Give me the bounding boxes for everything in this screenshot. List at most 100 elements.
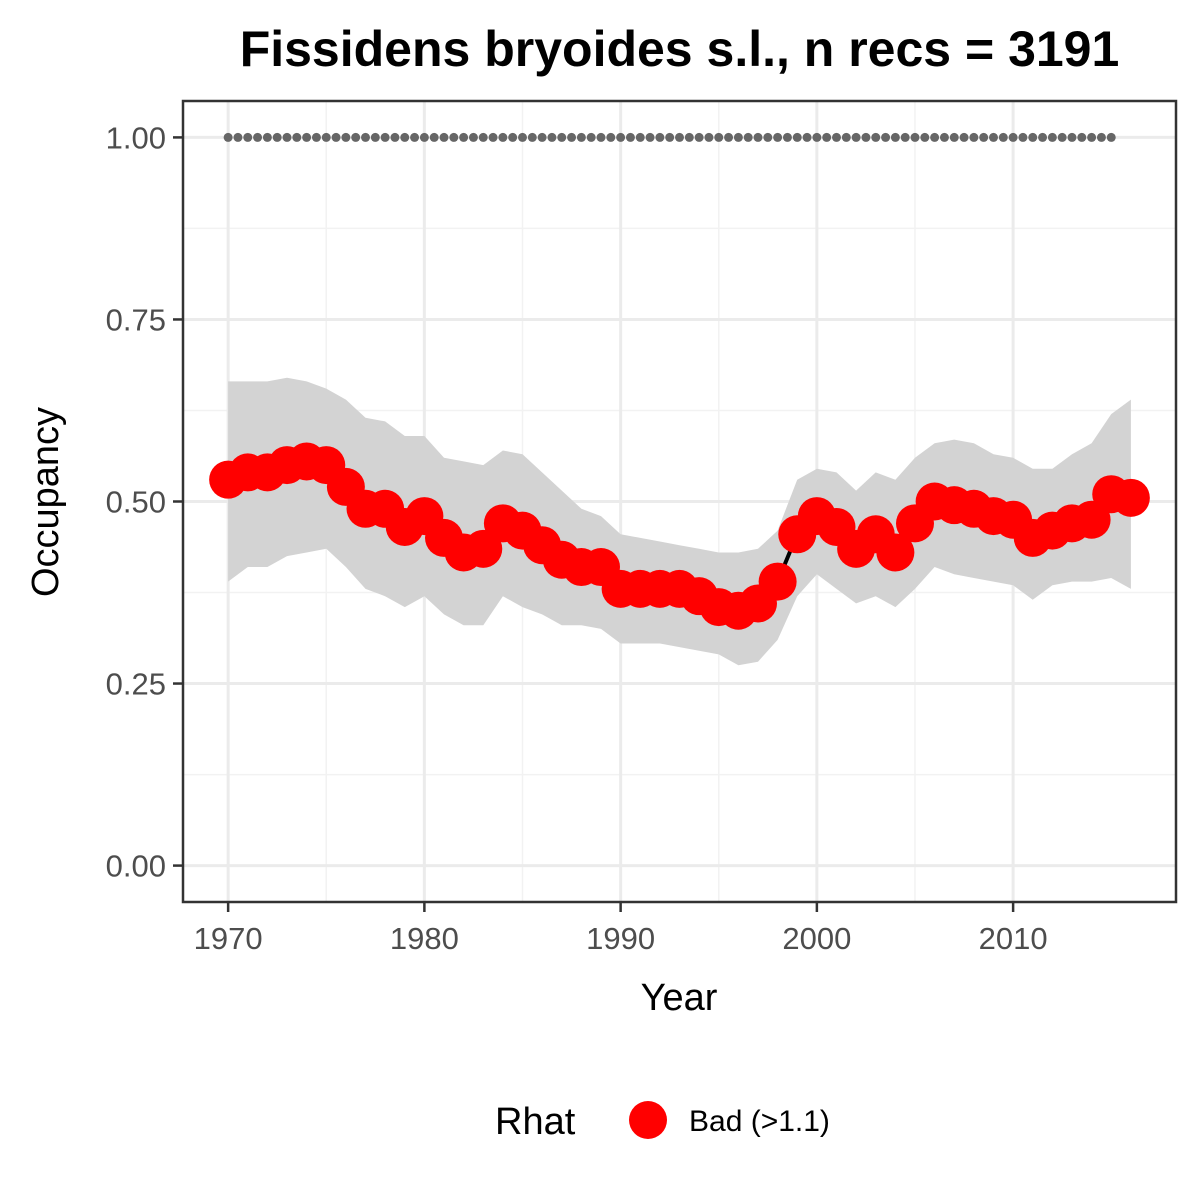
reference-dot xyxy=(1077,132,1087,142)
reference-dot xyxy=(439,132,449,142)
reference-dot xyxy=(1047,132,1057,142)
reference-dot xyxy=(733,132,743,142)
y-tick-label: 0.00 xyxy=(106,849,166,884)
reference-dot xyxy=(792,132,802,142)
reference-dot xyxy=(959,132,969,142)
x-tick-label: 1980 xyxy=(390,921,459,956)
reference-dot xyxy=(351,132,361,142)
legend-swatch-bad xyxy=(629,1101,667,1139)
reference-dot xyxy=(635,132,645,142)
reference-dot xyxy=(822,132,832,142)
x-tick-label: 2010 xyxy=(979,921,1048,956)
reference-dot xyxy=(675,132,684,142)
reference-dot xyxy=(370,132,380,142)
reference-dot xyxy=(802,132,812,142)
reference-dot xyxy=(949,132,959,142)
reference-dot xyxy=(361,132,371,142)
reference-dot xyxy=(743,132,753,142)
x-axis: 1970 1980 1990 2000 2010 xyxy=(194,902,1048,956)
reference-dot xyxy=(302,132,312,142)
reference-dot xyxy=(341,132,351,142)
reference-dot xyxy=(841,132,851,142)
reference-dot xyxy=(714,132,724,142)
y-tick-label: 0.75 xyxy=(106,302,166,337)
reference-dot xyxy=(861,132,871,142)
credible-interval-ribbon xyxy=(228,377,1131,666)
reference-dot xyxy=(1096,132,1106,142)
reference-dot xyxy=(910,132,920,142)
reference-dot xyxy=(979,132,989,142)
reference-dot xyxy=(331,132,341,142)
legend-title: Rhat xyxy=(495,1101,576,1143)
reference-dot xyxy=(831,132,841,142)
reference-dot xyxy=(576,132,586,142)
reference-dot xyxy=(272,132,282,142)
reference-dot xyxy=(547,132,557,142)
reference-dot xyxy=(812,132,822,142)
reference-dot xyxy=(1028,132,1038,142)
reference-dot xyxy=(410,132,420,142)
occupancy-points xyxy=(209,442,1150,630)
reference-dot xyxy=(596,132,606,142)
reference-dot xyxy=(1008,132,1018,142)
reference-dot xyxy=(380,132,390,142)
reference-dot xyxy=(1106,132,1116,142)
reference-dot xyxy=(459,132,469,142)
reference-dot xyxy=(939,132,949,142)
y-tick-label: 1.00 xyxy=(106,120,166,155)
reference-dot xyxy=(243,132,253,142)
legend: Rhat Bad (>1.1) xyxy=(495,1101,830,1143)
reference-dot xyxy=(223,132,233,142)
reference-dot xyxy=(311,132,321,142)
reference-dot xyxy=(871,132,881,142)
reference-dot xyxy=(400,132,410,142)
reference-dot xyxy=(851,132,861,142)
y-axis: 0.00 0.25 0.50 0.75 1.00 xyxy=(106,120,183,884)
reference-dot xyxy=(665,132,675,142)
reference-dot xyxy=(508,132,518,142)
reference-line-dotted xyxy=(223,132,1116,142)
reference-dot xyxy=(292,132,302,142)
reference-dot xyxy=(998,132,1008,142)
reference-dot xyxy=(920,132,930,142)
reference-dot xyxy=(782,132,792,142)
reference-dot xyxy=(616,132,626,142)
reference-dot xyxy=(900,132,910,142)
reference-dot xyxy=(557,132,567,142)
reference-dot xyxy=(1018,132,1028,142)
reference-dot xyxy=(253,132,263,142)
reference-dot xyxy=(684,132,694,142)
occupancy-point xyxy=(876,533,915,572)
reference-dot xyxy=(527,132,537,142)
reference-dot xyxy=(498,132,508,142)
reference-dot xyxy=(1067,132,1077,142)
reference-dot xyxy=(704,132,714,142)
reference-dot xyxy=(390,132,400,142)
reference-dot xyxy=(1087,132,1097,142)
reference-dot xyxy=(282,132,292,142)
x-tick-label: 1970 xyxy=(194,921,263,956)
reference-dot xyxy=(625,132,635,142)
reference-dot xyxy=(488,132,498,142)
reference-dot xyxy=(753,132,763,142)
reference-dot xyxy=(321,132,331,142)
reference-dot xyxy=(655,132,665,142)
reference-dot xyxy=(724,132,734,142)
reference-dot xyxy=(537,132,547,142)
reference-dot xyxy=(969,132,979,142)
y-axis-title: Occupancy xyxy=(25,407,67,597)
reference-dot xyxy=(930,132,940,142)
x-tick-label: 2000 xyxy=(782,921,851,956)
x-axis-title: Year xyxy=(641,977,718,1019)
y-tick-label: 0.50 xyxy=(106,485,166,520)
reference-dot xyxy=(586,132,596,142)
y-tick-label: 0.25 xyxy=(106,667,166,702)
reference-dot xyxy=(478,132,488,142)
reference-dot xyxy=(233,132,243,142)
reference-dot xyxy=(262,132,272,142)
reference-dot xyxy=(606,132,616,142)
occupancy-point xyxy=(1111,478,1150,517)
reference-dot xyxy=(890,132,900,142)
reference-dot xyxy=(694,132,704,142)
